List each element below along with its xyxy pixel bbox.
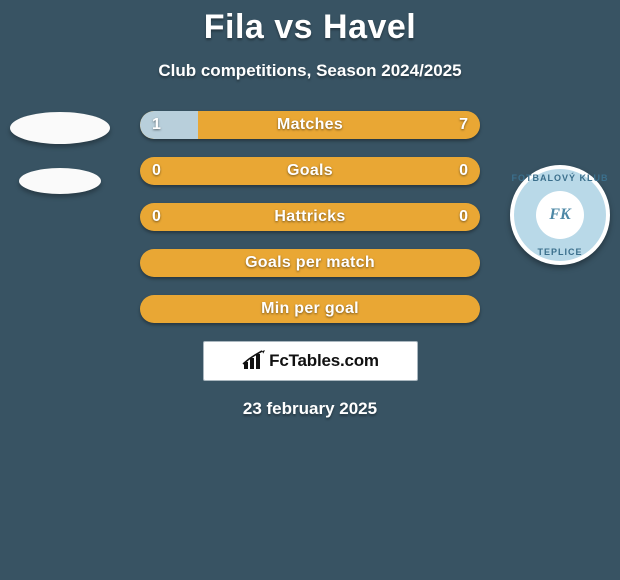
stat-row: Goals 0 0 <box>140 157 480 185</box>
stat-label: Hattricks <box>274 208 345 226</box>
club-badge: FOTBALOVÝ KLUB FK TEPLICE <box>510 165 610 265</box>
placeholder-oval <box>10 112 110 144</box>
stat-value-right: 7 <box>459 116 468 134</box>
stat-value-right: 0 <box>459 162 468 180</box>
stat-row: Matches 1 7 <box>140 111 480 139</box>
stat-row: Goals per match <box>140 249 480 277</box>
date-text: 23 february 2025 <box>0 399 620 419</box>
stat-label: Min per goal <box>261 300 359 318</box>
stat-label: Goals per match <box>245 254 375 272</box>
stat-value-left: 1 <box>152 116 161 134</box>
badge-bottom-text: TEPLICE <box>510 247 610 257</box>
badge-top-text: FOTBALOVÝ KLUB <box>510 173 610 183</box>
player-right-badge: FOTBALOVÝ KLUB FK TEPLICE <box>510 165 610 265</box>
stat-left-fill <box>140 111 198 139</box>
badge-center-text: FK <box>536 191 584 239</box>
comparison-bars: Matches 1 7 Goals 0 0 Hattricks 0 0 Goals per mat… <box>140 111 480 323</box>
player-left-photo <box>10 112 110 194</box>
stat-row: Hattricks 0 0 <box>140 203 480 231</box>
stat-value-left: 0 <box>152 162 161 180</box>
stat-row: Min per goal <box>140 295 480 323</box>
placeholder-oval <box>19 168 101 194</box>
subtitle: Club competitions, Season 2024/2025 <box>0 61 620 81</box>
stat-value-right: 0 <box>459 208 468 226</box>
bars-icon <box>241 350 267 372</box>
brand-text: FcTables.com <box>269 351 379 371</box>
page-title: Fila vs Havel <box>0 0 620 47</box>
stat-value-left: 0 <box>152 208 161 226</box>
stat-label: Matches <box>277 116 343 134</box>
brand-box: FcTables.com <box>203 341 418 381</box>
stat-label: Goals <box>287 162 333 180</box>
